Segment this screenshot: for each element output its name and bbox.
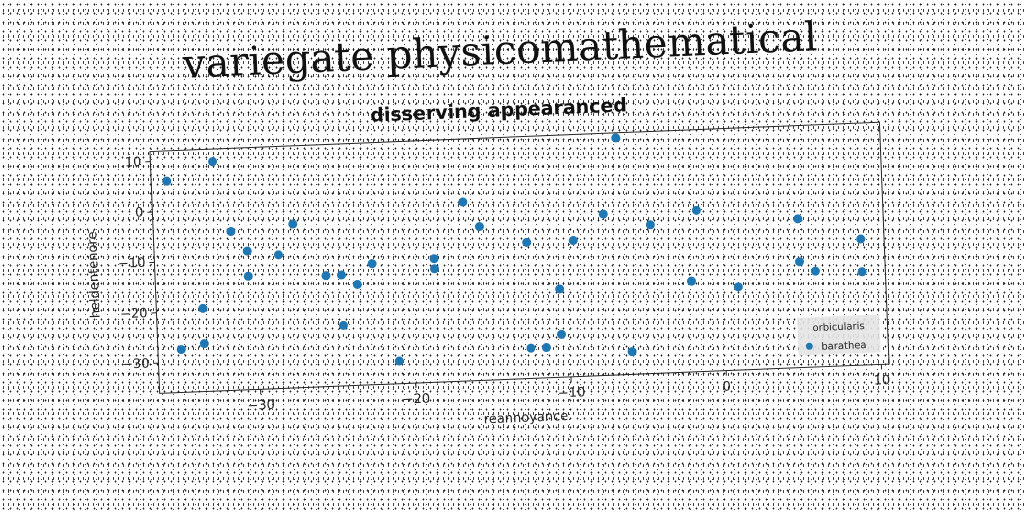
y-tick-label: 0: [135, 205, 144, 220]
y-axis: 10 0 −10 −20 −30: [118, 155, 159, 373]
data-point: [242, 246, 252, 256]
data-point: [733, 282, 743, 292]
data-point: [243, 271, 253, 281]
data-point: [367, 259, 377, 269]
data-point: [352, 280, 362, 290]
chart-svg: disserving appearanced −30 −20 −10 0 10 100−…: [85, 94, 891, 427]
x-axis: −30 −20 −10 0 10: [247, 364, 891, 414]
data-point: [598, 209, 608, 219]
data-point: [794, 257, 804, 267]
data-point: [556, 329, 566, 339]
data-point: [458, 197, 468, 207]
legend-marker: [805, 342, 813, 350]
y-axis-label: heldentenore: [85, 231, 103, 318]
x-tick-label: −10: [558, 385, 586, 401]
data-point: [810, 266, 820, 276]
data-point: [336, 270, 346, 280]
data-point: [856, 234, 866, 244]
data-point: [686, 276, 696, 286]
data-point: [555, 284, 565, 294]
data-point: [162, 176, 172, 186]
plot-frame: [149, 121, 890, 394]
chart-title: disserving appearanced: [370, 94, 628, 126]
data-point: [474, 222, 484, 232]
legend-entry-label: barathea: [821, 340, 867, 353]
data-point: [338, 320, 348, 330]
legend-title: orbicularis: [812, 321, 865, 334]
data-point: [429, 254, 439, 264]
data-point: [321, 271, 331, 281]
data-point: [526, 343, 536, 353]
data-point: [208, 157, 218, 167]
data-point: [198, 303, 208, 313]
data-point: [611, 133, 621, 143]
x-axis-label: reannoyance: [483, 409, 568, 427]
data-point: [226, 227, 236, 237]
data-point: [568, 236, 578, 246]
x-tick-label: −20: [402, 392, 430, 408]
data-point: [857, 267, 867, 277]
data-point: [522, 237, 532, 247]
data-point: [429, 264, 439, 274]
y-tick-label: −20: [120, 306, 148, 322]
data-point: [176, 345, 186, 355]
legend: orbicularis barathea: [797, 314, 881, 356]
data-point: [541, 343, 551, 353]
scatter-chart: disserving appearanced −30 −20 −10 0 10 10 0−…: [53, 73, 927, 467]
data-point: [627, 347, 637, 357]
data-point: [288, 219, 298, 229]
data-point: [645, 220, 655, 230]
data-point: [273, 250, 283, 260]
y-tick-label: −10: [118, 256, 146, 272]
data-point: [793, 214, 803, 224]
y-tick-label: −30: [122, 356, 150, 372]
x-tick-label: 10: [873, 373, 890, 389]
legend-box: [797, 314, 881, 356]
x-tick-label: 0: [722, 379, 731, 394]
data-point: [394, 356, 404, 366]
y-tick-label: 10: [125, 155, 142, 171]
data-points: [162, 133, 867, 366]
data-point: [691, 205, 701, 215]
x-tick-label: −30: [247, 398, 275, 414]
data-point: [199, 339, 209, 349]
